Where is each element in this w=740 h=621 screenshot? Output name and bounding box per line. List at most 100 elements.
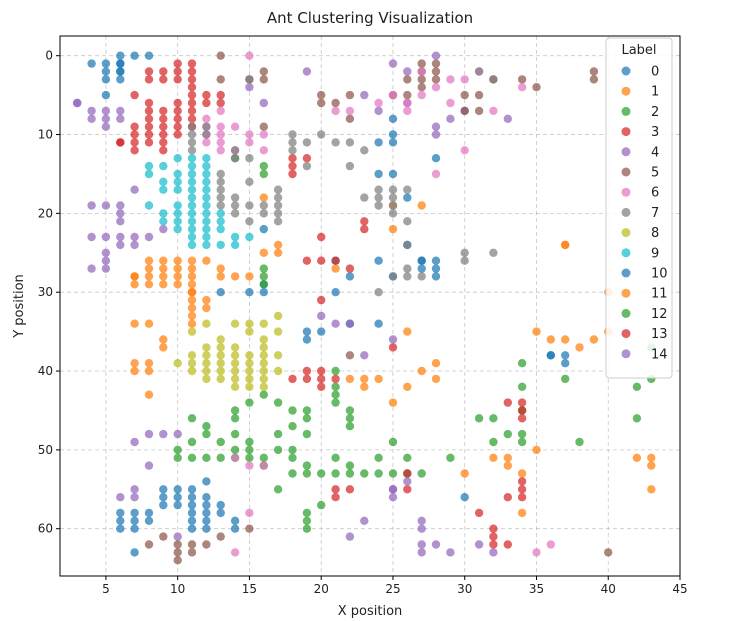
- scatter-point: [431, 169, 441, 179]
- scatter-point: [345, 532, 355, 541]
- scatter-point: [273, 429, 283, 439]
- legend-marker: [621, 288, 631, 298]
- scatter-point: [288, 445, 297, 455]
- scatter-point: [489, 540, 498, 549]
- scatter-point: [187, 67, 197, 76]
- scatter-point: [431, 83, 441, 92]
- legend-marker: [621, 147, 631, 157]
- scatter-point: [230, 445, 240, 455]
- y-tick-label: 30: [38, 285, 53, 299]
- scatter-point: [245, 51, 254, 60]
- scatter-point: [403, 477, 412, 486]
- scatter-point: [245, 327, 254, 336]
- scatter-point: [374, 106, 383, 116]
- scatter-point: [187, 161, 197, 171]
- scatter-point: [503, 453, 512, 462]
- scatter-point: [187, 98, 197, 108]
- scatter-point: [345, 106, 355, 116]
- scatter-point: [460, 106, 469, 116]
- scatter-point: [230, 382, 240, 391]
- scatter-point: [374, 169, 383, 179]
- scatter-point: [159, 272, 168, 281]
- y-tick-label: 20: [38, 206, 53, 220]
- scatter-point: [116, 59, 125, 68]
- scatter-point: [173, 485, 182, 494]
- scatter-point: [230, 272, 240, 281]
- scatter-point: [273, 398, 283, 407]
- scatter-point: [575, 343, 584, 352]
- scatter-point: [187, 209, 197, 218]
- scatter-point: [216, 130, 225, 139]
- scatter-point: [116, 524, 125, 533]
- scatter-point: [230, 209, 240, 218]
- scatter-point: [116, 493, 125, 502]
- scatter-point: [173, 154, 182, 163]
- scatter-point: [589, 335, 599, 344]
- scatter-point: [417, 540, 426, 549]
- scatter-point: [216, 224, 225, 234]
- scatter-point: [173, 122, 182, 131]
- scatter-point: [101, 67, 111, 76]
- scatter-point: [561, 351, 570, 360]
- scatter-point: [417, 90, 426, 100]
- scatter-point: [101, 75, 111, 84]
- scatter-point: [259, 130, 268, 139]
- scatter-point: [345, 422, 355, 431]
- scatter-point: [302, 154, 312, 163]
- scatter-point: [388, 335, 398, 344]
- legend-label: 6: [651, 186, 659, 201]
- scatter-point: [374, 138, 383, 147]
- scatter-point: [144, 256, 154, 265]
- scatter-point: [517, 382, 527, 391]
- scatter-point: [317, 366, 326, 376]
- scatter-point: [489, 106, 498, 116]
- scatter-point: [187, 540, 197, 549]
- legend-marker: [621, 268, 631, 278]
- scatter-point: [317, 500, 326, 510]
- scatter-point: [202, 122, 211, 131]
- scatter-point: [259, 201, 268, 210]
- scatter-point: [302, 327, 312, 336]
- scatter-point: [173, 548, 182, 557]
- legend-marker: [621, 228, 631, 238]
- scatter-point: [216, 359, 225, 368]
- scatter-point: [173, 493, 182, 502]
- scatter-point: [460, 146, 469, 155]
- scatter-point: [331, 453, 340, 462]
- series-10: [87, 59, 555, 360]
- scatter-point: [173, 224, 182, 234]
- scatter-point: [245, 177, 254, 186]
- scatter-point: [460, 469, 469, 478]
- scatter-point: [575, 437, 584, 447]
- scatter-point: [144, 75, 154, 84]
- scatter-point: [460, 90, 469, 100]
- scatter-point: [87, 59, 96, 68]
- series-8: [173, 311, 283, 391]
- chart-title: Ant Clustering Visualization: [267, 9, 473, 27]
- scatter-point: [360, 469, 369, 478]
- scatter-point: [230, 414, 240, 423]
- scatter-point: [259, 98, 268, 108]
- scatter-point: [202, 240, 211, 250]
- scatter-point: [187, 485, 197, 494]
- scatter-point: [202, 359, 211, 368]
- scatter-point: [431, 256, 441, 265]
- scatter-point: [202, 366, 211, 376]
- scatter-point: [245, 508, 254, 518]
- scatter-point: [173, 429, 182, 439]
- scatter-point: [374, 288, 383, 297]
- scatter-point: [647, 453, 656, 462]
- scatter-point: [144, 280, 154, 289]
- x-tick-label: 40: [601, 582, 616, 596]
- scatter-point: [101, 201, 111, 210]
- scatter-point: [259, 453, 268, 462]
- scatter-point: [187, 359, 197, 368]
- legend-label: 8: [651, 226, 659, 241]
- scatter-point: [489, 248, 498, 257]
- scatter-point: [331, 288, 340, 297]
- scatter-point: [417, 366, 426, 376]
- scatter-point: [216, 106, 225, 116]
- scatter-point: [446, 548, 455, 557]
- scatter-point: [474, 67, 484, 76]
- scatter-point: [259, 169, 268, 179]
